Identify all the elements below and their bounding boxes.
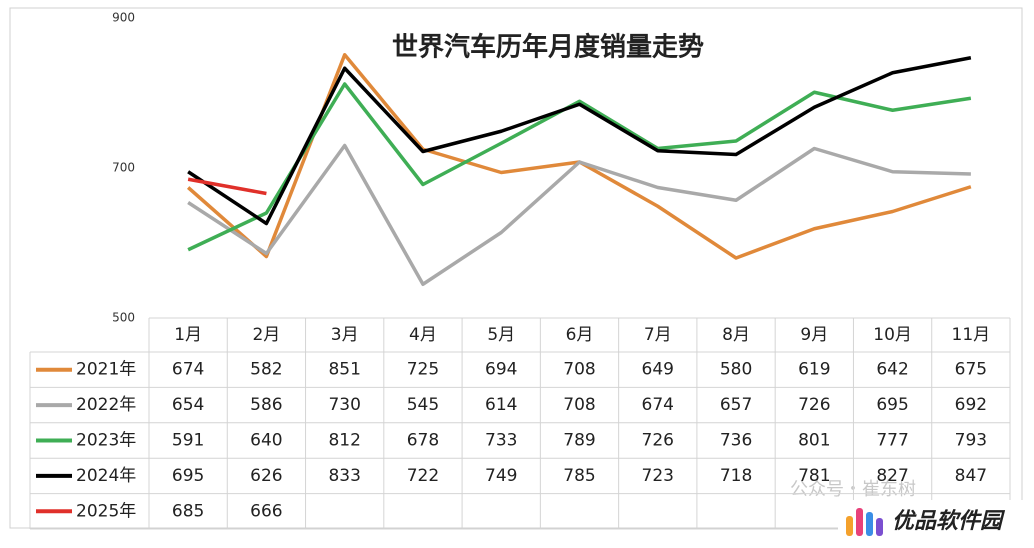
legend-label: 2025年 [76, 501, 136, 521]
table-value: 649 [642, 360, 674, 380]
table-value: 626 [250, 466, 282, 486]
table-value: 777 [876, 431, 908, 451]
x-tick-label: 7月 [644, 325, 672, 345]
table-value: 847 [955, 466, 987, 486]
x-tick-label: 2月 [252, 325, 280, 345]
table-value: 695 [172, 466, 204, 486]
x-tick-label: 5月 [487, 325, 515, 345]
table-value: 654 [172, 395, 204, 415]
table-value: 733 [485, 431, 517, 451]
table-value: 723 [642, 466, 674, 486]
x-tick-label: 3月 [331, 325, 359, 345]
table-value: 695 [876, 395, 908, 415]
legend-label: 2023年 [76, 431, 136, 451]
table-value: 785 [563, 466, 595, 486]
table-value: 694 [485, 360, 517, 380]
table-value: 642 [876, 360, 908, 380]
table-value: 657 [720, 395, 752, 415]
table-value: 812 [328, 431, 360, 451]
table-value: 793 [955, 431, 987, 451]
y-tick-label: 900 [112, 11, 135, 25]
y-tick-label: 500 [112, 311, 135, 325]
table-value: 582 [250, 360, 282, 380]
table-value: 718 [720, 466, 752, 486]
table-value: 726 [642, 431, 674, 451]
logo-icon [846, 508, 883, 536]
x-tick-label: 8月 [722, 325, 750, 345]
table-value: 591 [172, 431, 204, 451]
table-value: 666 [250, 501, 282, 521]
legend-label: 2021年 [76, 360, 136, 380]
x-tick-label: 6月 [566, 325, 594, 345]
table-value: 725 [407, 360, 439, 380]
table-value: 708 [563, 395, 595, 415]
series-line [187, 56, 972, 226]
table-value: 749 [485, 466, 517, 486]
series-line [187, 177, 267, 196]
x-tick-label: 10月 [873, 325, 912, 345]
table-value: 789 [563, 431, 595, 451]
x-tick-label: 1月 [174, 325, 202, 345]
x-tick-label: 4月 [409, 325, 437, 345]
table-value: 730 [328, 395, 360, 415]
table-value: 708 [563, 360, 595, 380]
legend-label: 2022年 [76, 395, 136, 415]
table-value: 781 [798, 466, 830, 486]
series-line [187, 143, 971, 286]
x-tick-label: 11月 [952, 325, 991, 345]
table-value: 545 [407, 395, 439, 415]
table-value: 674 [172, 360, 204, 380]
table-value: 801 [798, 431, 830, 451]
table-value: 726 [798, 395, 830, 415]
table-value: 722 [407, 466, 439, 486]
table-value: 674 [642, 395, 674, 415]
table-value: 614 [485, 395, 517, 415]
chart-title: 世界汽车历年月度销量走势 [392, 32, 704, 63]
table-value: 675 [955, 360, 987, 380]
table-value: 580 [720, 360, 752, 380]
table-value: 827 [876, 466, 908, 486]
series-line [187, 82, 972, 252]
table-value: 736 [720, 431, 752, 451]
table-value: 685 [172, 501, 204, 521]
y-tick-label: 700 [112, 161, 135, 175]
table-value: 640 [250, 431, 282, 451]
legend-label: 2024年 [76, 466, 136, 486]
table-value: 619 [798, 360, 830, 380]
table-value: 851 [328, 360, 360, 380]
table-value: 586 [250, 395, 282, 415]
x-tick-label: 9月 [800, 325, 828, 345]
table-value: 692 [955, 395, 987, 415]
logo-text: 优品软件园 [892, 509, 1006, 534]
table-value: 833 [328, 466, 360, 486]
table-value: 678 [407, 431, 439, 451]
